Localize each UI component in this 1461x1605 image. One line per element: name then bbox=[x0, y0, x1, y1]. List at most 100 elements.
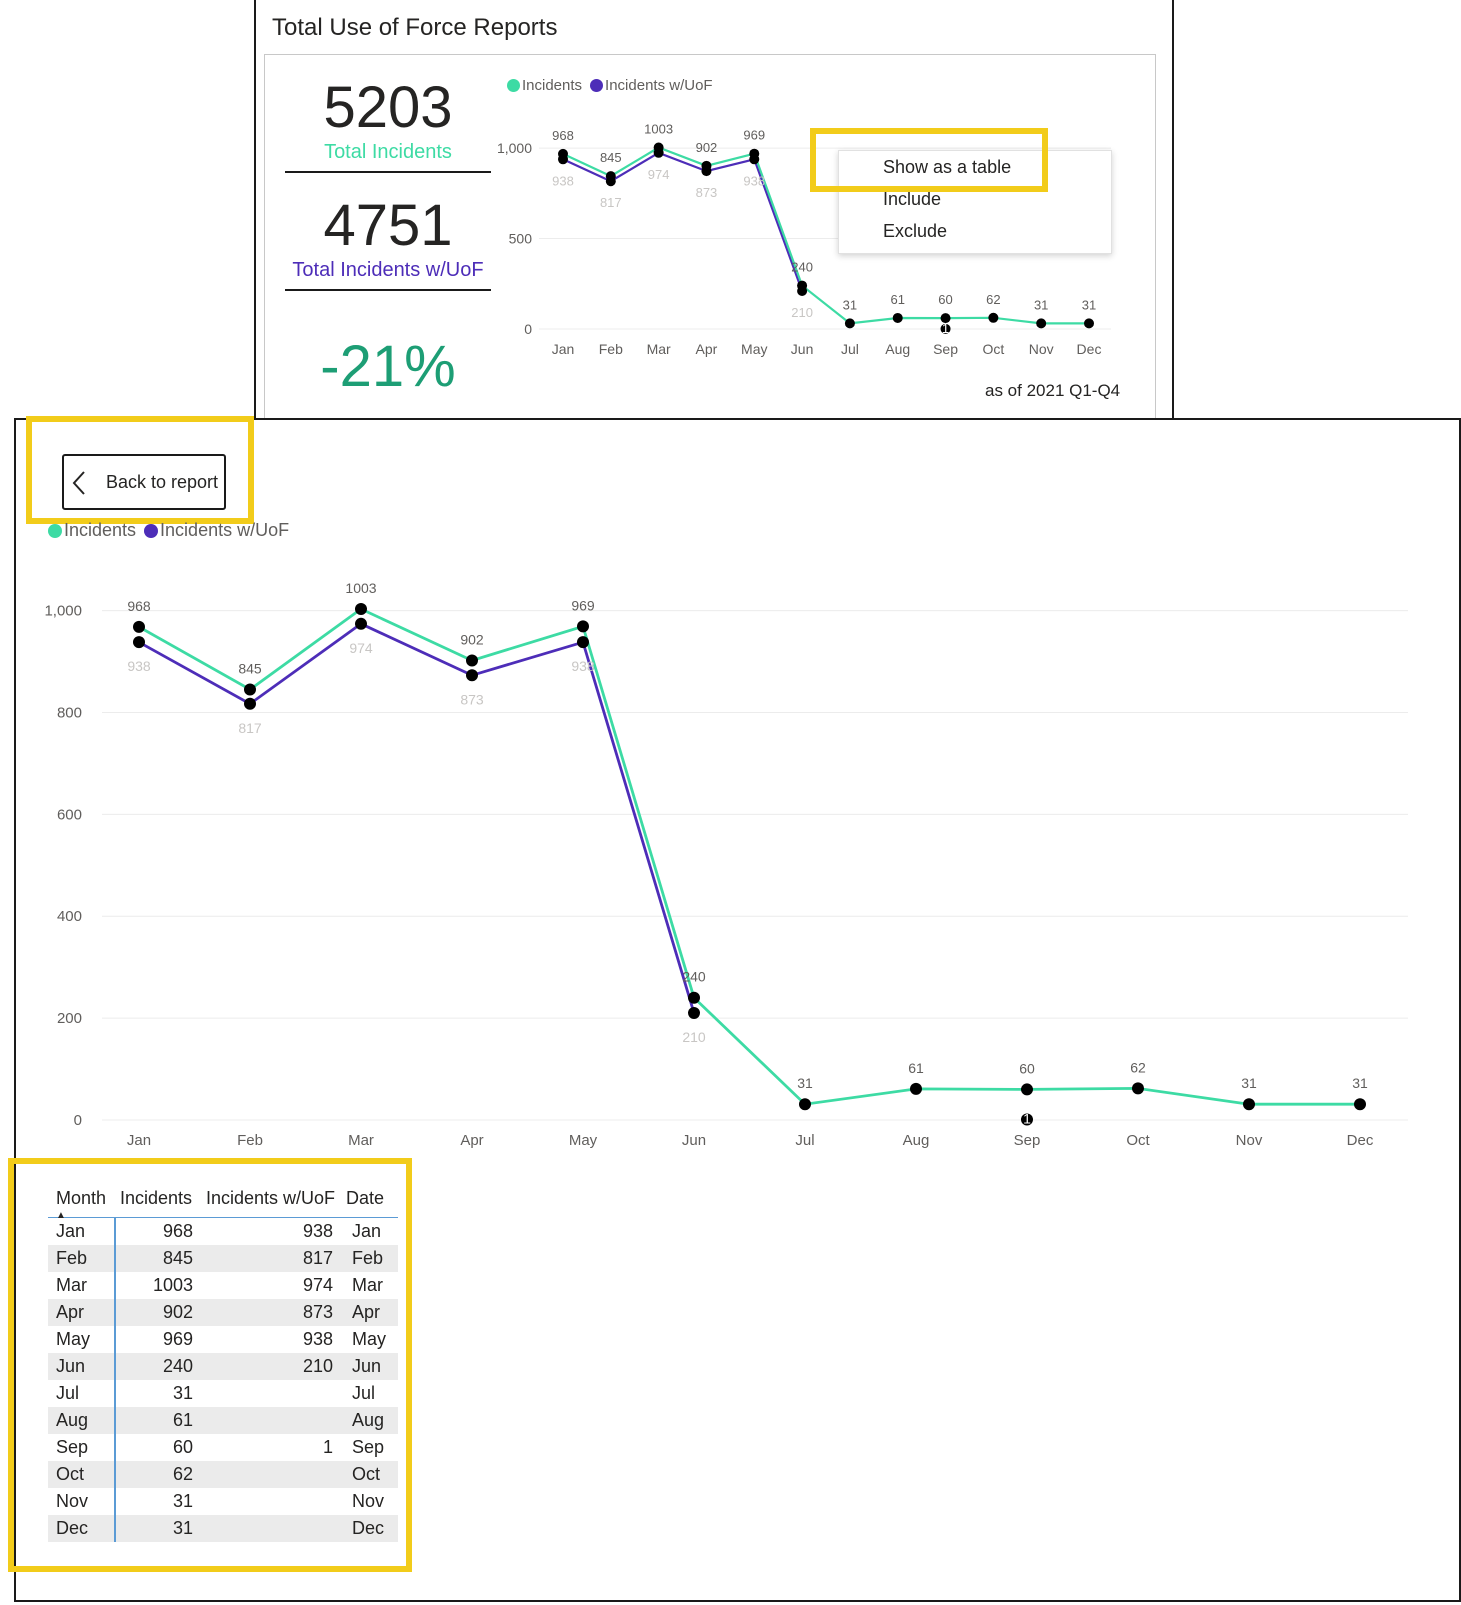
legend-label: Incidents bbox=[522, 77, 583, 94]
cell-month: Jun bbox=[56, 1356, 86, 1376]
data-label: 210 bbox=[791, 305, 813, 320]
cell-month: May bbox=[56, 1329, 91, 1349]
cell-date: Feb bbox=[352, 1248, 384, 1268]
data-point-marker bbox=[799, 1098, 811, 1111]
table-row[interactable]: Sep 60 1 Sep bbox=[48, 1434, 398, 1461]
kpi-total-uof-label: Total Incidents w/UoF bbox=[285, 257, 491, 291]
legend-label: Incidents w/UoF bbox=[605, 77, 713, 94]
y-tick-label: 500 bbox=[509, 231, 533, 247]
cell-month: Aug bbox=[56, 1410, 89, 1430]
x-tick-label: Jun bbox=[682, 1132, 706, 1149]
cell-date: Jul bbox=[352, 1383, 376, 1403]
data-point-marker bbox=[1036, 318, 1047, 329]
table-row[interactable]: Aug 61 Aug bbox=[48, 1407, 398, 1434]
legend-item-uof[interactable]: Incidents w/UoF bbox=[590, 77, 713, 94]
header-month[interactable]: Month bbox=[56, 1188, 107, 1208]
cell-date: Nov bbox=[352, 1491, 385, 1511]
data-label: 61 bbox=[890, 292, 904, 307]
data-label: 974 bbox=[648, 167, 670, 182]
data-label: 845 bbox=[600, 150, 622, 165]
data-label: 938 bbox=[552, 173, 574, 188]
focus-line-chart[interactable]: 0 200 400 600 800 1,000 Jan Feb Mar Apr May Jun Jul A… bbox=[16, 420, 1459, 1180]
back-to-report-button[interactable]: Back to report bbox=[62, 454, 226, 510]
cell-incidents-uof: 817 bbox=[302, 1248, 333, 1268]
data-point-marker bbox=[1132, 1082, 1144, 1095]
table-row[interactable]: Jul 31 Jul bbox=[48, 1380, 398, 1407]
y-tick-label: 200 bbox=[57, 1010, 82, 1027]
sort-ascending-icon[interactable]: ▲ bbox=[56, 1210, 66, 1221]
data-point-marker bbox=[466, 669, 478, 682]
context-menu: Show as a table Include Exclude bbox=[838, 150, 1112, 254]
table-header: Month Incidents Incidents w/UoF Date ▲ bbox=[48, 1182, 398, 1221]
table-row[interactable]: Nov 31 Nov bbox=[48, 1488, 398, 1515]
cell-incidents: 845 bbox=[162, 1248, 193, 1268]
x-tick-label: Feb bbox=[599, 341, 623, 357]
table-row[interactable]: May 969 938 May bbox=[48, 1326, 398, 1353]
data-point-marker bbox=[577, 620, 589, 633]
data-label: 31 bbox=[1352, 1075, 1368, 1091]
data-label: 31 bbox=[1241, 1075, 1257, 1091]
menu-item-exclude[interactable]: Exclude bbox=[883, 221, 948, 241]
x-tick-label: Jun bbox=[791, 341, 814, 357]
legend-label: Incidents bbox=[64, 520, 137, 540]
cell-month: Jan bbox=[56, 1221, 86, 1241]
table-row[interactable]: Oct 62 Oct bbox=[48, 1461, 398, 1488]
table-row[interactable]: Feb 845 817 Feb bbox=[48, 1245, 398, 1272]
cell-incidents-uof: 210 bbox=[302, 1356, 333, 1376]
legend-label: Incidents w/UoF bbox=[160, 520, 290, 540]
cell-incidents: 61 bbox=[172, 1410, 193, 1430]
header-date[interactable]: Date bbox=[346, 1188, 385, 1208]
data-point-marker bbox=[653, 147, 664, 158]
x-tick-label: Mar bbox=[348, 1132, 374, 1149]
data-point-marker bbox=[749, 154, 760, 165]
data-label: 974 bbox=[349, 640, 373, 656]
y-tick-label: 1,000 bbox=[44, 603, 82, 620]
cell-incidents: 1003 bbox=[152, 1275, 193, 1295]
table-row[interactable]: Jun 240 210 Jun bbox=[48, 1353, 398, 1380]
data-point-marker bbox=[844, 318, 855, 329]
legend-item-incidents[interactable]: Incidents bbox=[507, 77, 582, 94]
cell-incidents: 240 bbox=[162, 1356, 193, 1376]
data-point-marker bbox=[577, 636, 589, 649]
kpi-change-percent: -21% bbox=[320, 334, 456, 399]
cell-incidents-uof: 938 bbox=[302, 1329, 333, 1349]
kpi-total-incidents-label: Total Incidents bbox=[285, 139, 491, 173]
cell-incidents: 60 bbox=[172, 1437, 193, 1457]
legend-item-uof[interactable]: Incidents w/UoF bbox=[144, 520, 289, 541]
series-line-uof bbox=[138, 622, 696, 1014]
table-row[interactable]: Dec 31 Dec bbox=[48, 1515, 398, 1542]
cell-incidents-uof: 974 bbox=[302, 1275, 333, 1295]
legend-item-incidents[interactable]: Incidents bbox=[48, 520, 136, 541]
cell-incidents-uof: 1 bbox=[322, 1437, 333, 1457]
data-label: 1003 bbox=[644, 122, 673, 137]
focus-mode-panel: Back to report Incidents Incidents w/UoF… bbox=[8, 416, 1461, 1602]
cell-incidents: 968 bbox=[162, 1221, 193, 1241]
cell-date: Mar bbox=[352, 1275, 383, 1295]
data-label: 31 bbox=[797, 1075, 813, 1091]
data-point-marker bbox=[701, 166, 712, 177]
cell-month: Nov bbox=[56, 1491, 89, 1511]
menu-item-show-as-table[interactable]: Show as a table bbox=[883, 157, 1012, 177]
cell-month: Oct bbox=[56, 1464, 85, 1484]
table-row[interactable]: Jan 968 938 Jan bbox=[48, 1218, 398, 1245]
data-point-marker bbox=[244, 683, 256, 696]
x-tick-label: Sep bbox=[933, 341, 958, 357]
cell-incidents: 31 bbox=[172, 1518, 193, 1538]
legend-dot-icon bbox=[144, 523, 159, 538]
menu-item-include[interactable]: Include bbox=[883, 189, 942, 209]
data-label: 31 bbox=[1034, 297, 1048, 312]
series-line-incidents bbox=[138, 607, 1360, 1106]
top-line-chart[interactable]: 0 500 1,000 Jan Feb Mar Apr May Jun Jul Aug Sep Oct N… bbox=[256, 0, 1176, 420]
cell-month: Sep bbox=[56, 1437, 89, 1457]
data-point-marker bbox=[892, 312, 903, 323]
table-row[interactable]: Mar 1003 974 Mar bbox=[48, 1272, 398, 1299]
data-point-marker bbox=[940, 313, 951, 324]
data-point-marker bbox=[355, 603, 367, 616]
cell-incidents-uof: 938 bbox=[302, 1221, 333, 1241]
x-tick-label: May bbox=[741, 341, 767, 357]
data-point-marker bbox=[605, 176, 616, 187]
header-incidents-uof[interactable]: Incidents w/UoF bbox=[206, 1188, 336, 1208]
table-row[interactable]: Apr 902 873 Apr bbox=[48, 1299, 398, 1326]
header-incidents[interactable]: Incidents bbox=[120, 1188, 193, 1208]
data-point-marker bbox=[1021, 1113, 1033, 1126]
